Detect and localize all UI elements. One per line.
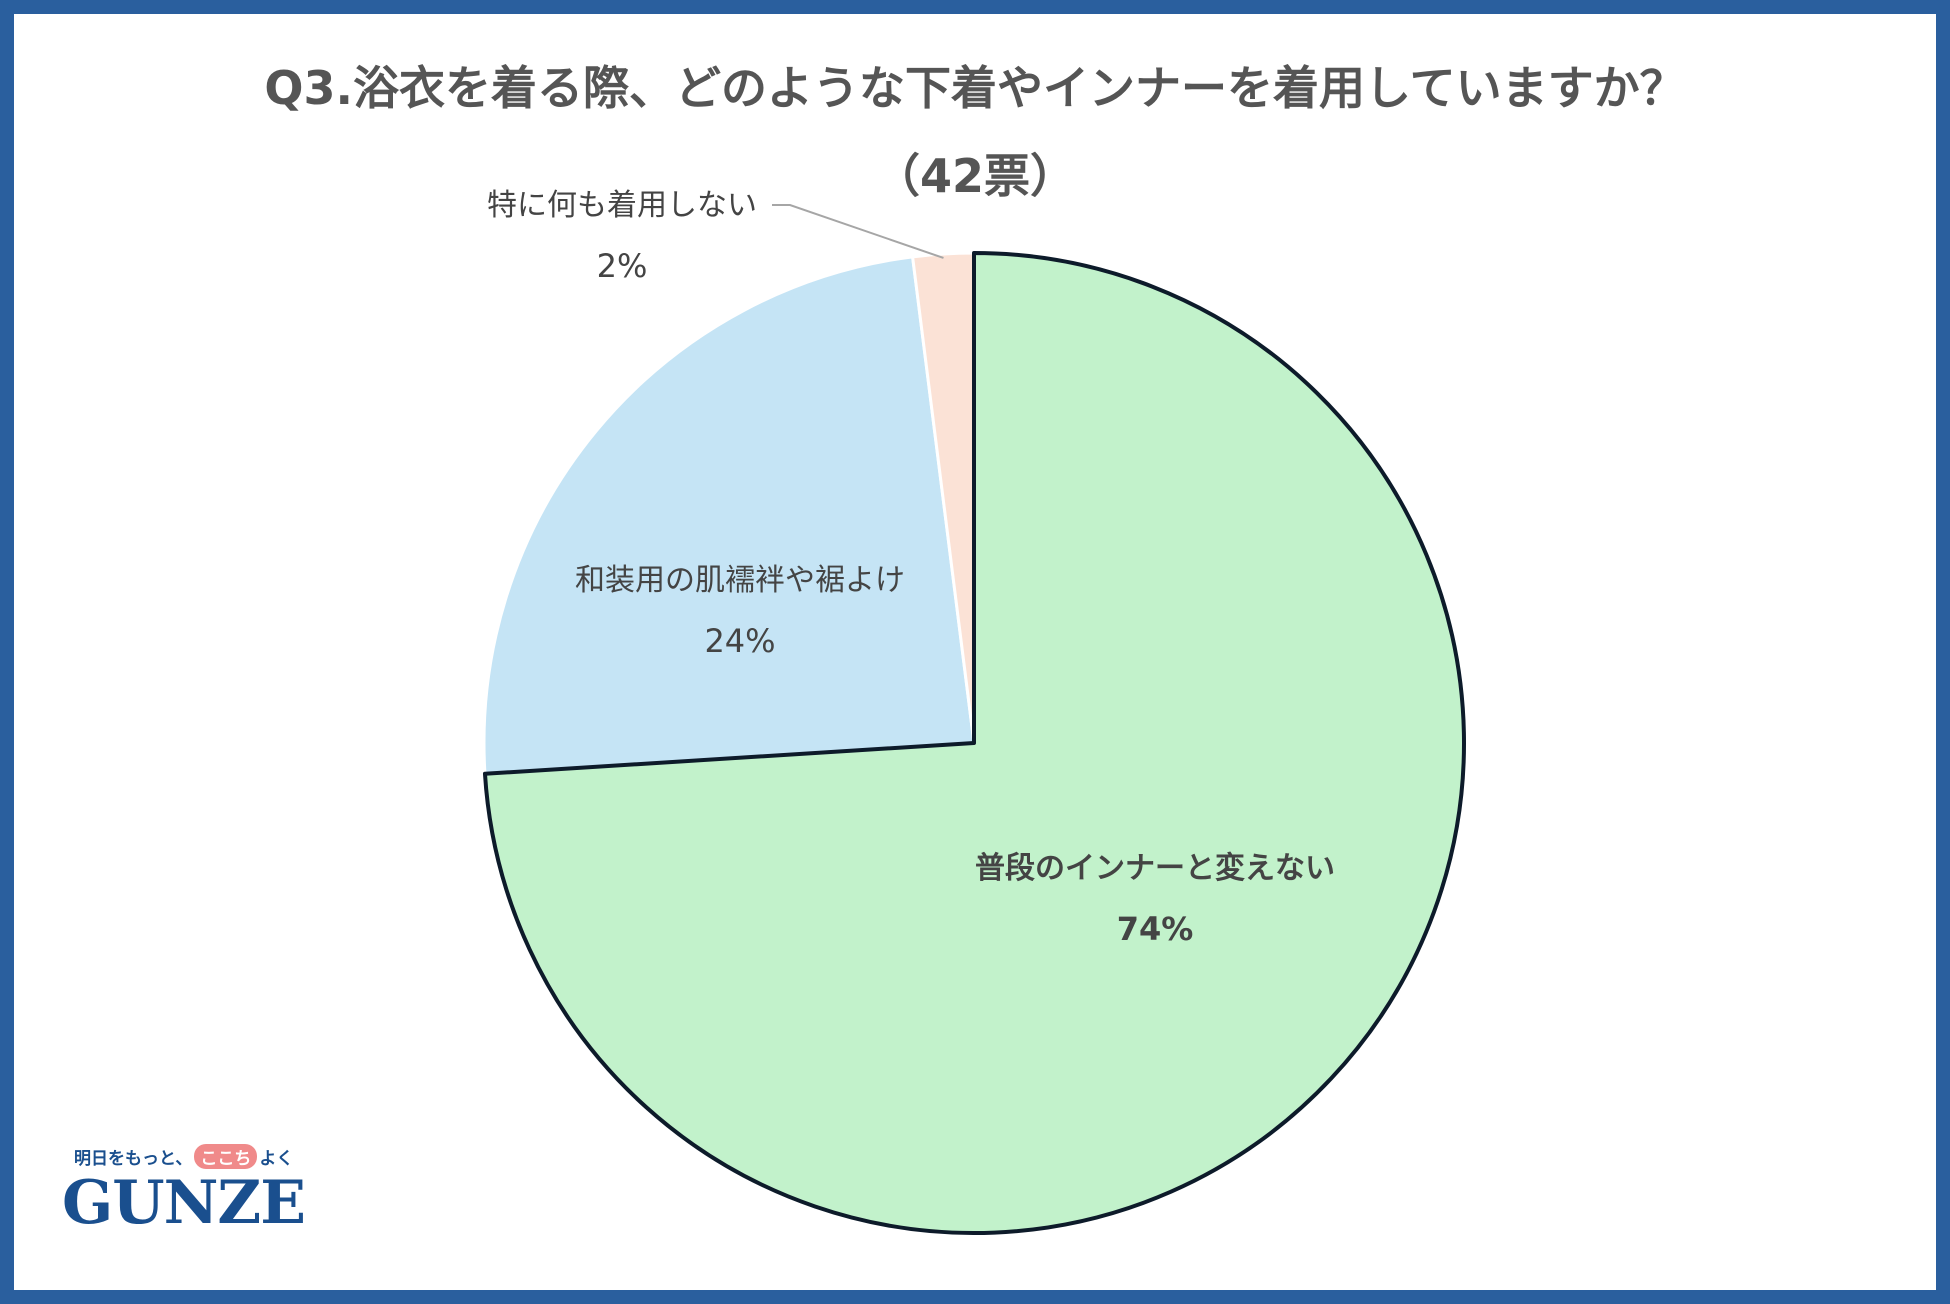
chart-subtitle: （42票） bbox=[873, 149, 1076, 203]
leader-line-3 bbox=[772, 204, 944, 259]
slice-value-1: 74% bbox=[1117, 910, 1194, 948]
pie-slice-2 bbox=[482, 255, 976, 776]
gunze-logo: GUNZE bbox=[62, 1168, 306, 1238]
pie-slice-1 bbox=[482, 251, 1466, 1235]
slice-value-2: 24% bbox=[704, 622, 775, 660]
logo-tagline-highlight: ここち bbox=[194, 1144, 258, 1169]
slice-value-3: 2% bbox=[597, 247, 648, 285]
slice-label-2: 和装用の肌襦袢や裾よけ bbox=[575, 563, 905, 598]
logo-tagline: 明日をもっと、 ここち よく bbox=[74, 1144, 293, 1169]
logo-tagline-start: 明日をもっと、 bbox=[74, 1149, 193, 1169]
logo-tagline-end: よく bbox=[259, 1149, 294, 1169]
chart-title: Q3.浴衣を着る際、どのような下着やインナーを着用していますか？ bbox=[264, 61, 1686, 115]
slice-label-3: 特に何も着用しない bbox=[487, 188, 757, 223]
slice-label-1: 普段のインナーと変えない bbox=[975, 851, 1335, 886]
